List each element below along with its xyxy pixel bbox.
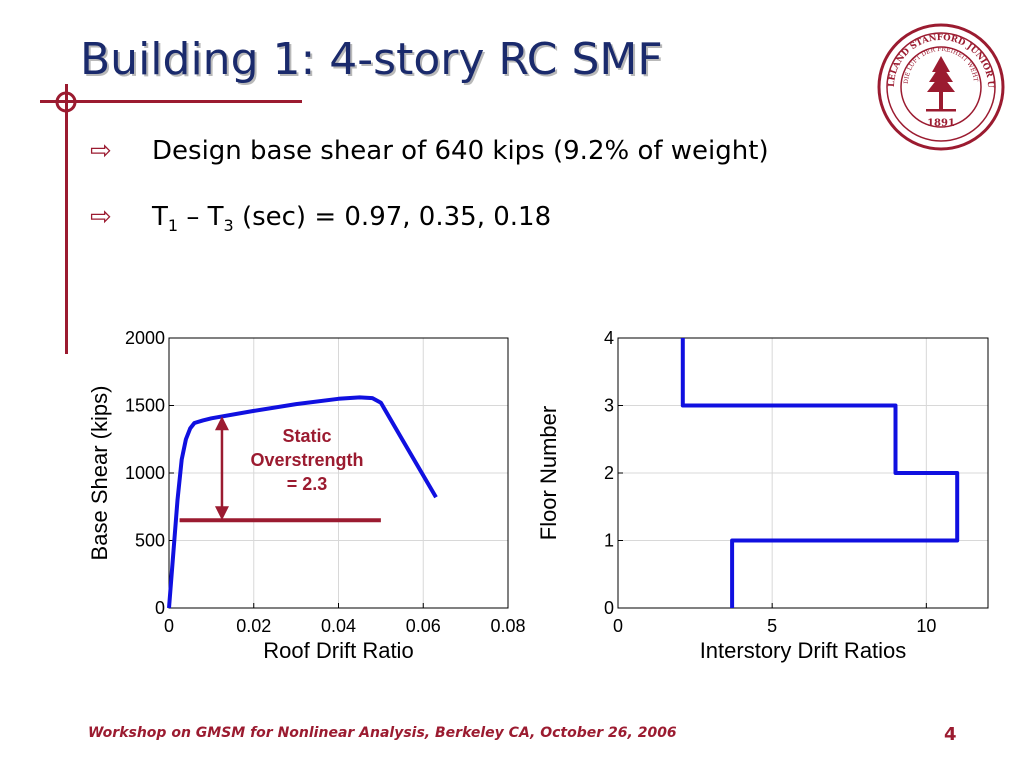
y-tick-label: 2000 [125,328,165,348]
x-tick-label: 10 [916,616,936,636]
footer-text: Workshop on GMSM for Nonlinear Analysis,… [88,725,677,741]
x-axis-label: Roof Drift Ratio [263,638,413,663]
plot-frame [168,337,509,609]
arrow-head-down [214,506,229,521]
period-sub-3: 3 [223,216,234,236]
series-line [680,338,960,608]
hollow-arrow-icon: ⇨ [90,202,112,232]
y-tick-label: 0 [155,598,165,618]
y-axis-label: Floor Number [536,406,561,540]
left-rule [65,84,68,354]
y-tick-label: 1000 [125,463,165,483]
bullet-text: Design base shear of 640 kips (9.2% of w… [152,136,769,166]
y-tick-label: 0 [604,598,614,618]
stanford-tree-icon [926,56,956,112]
x-tick-label: 0.04 [321,616,356,636]
x-tick-label: 0 [164,616,174,636]
seal-year: 1891 [927,118,955,129]
slide-title: Building 1: 4-story RC SMF [80,34,663,85]
plot-frame [617,337,989,609]
y-tick-label: 1 [604,531,614,551]
bullet-base-shear: ⇨ Design base shear of 640 kips (9.2% of … [90,136,769,166]
x-tick-label: 0.02 [236,616,271,636]
x-tick-label: 5 [767,616,777,636]
x-tick-label: 0.08 [490,616,525,636]
hollow-arrow-icon: ⇨ [90,136,112,166]
stanford-seal: LELAND STANFORD JUNIOR UNIVERSITY DIE LU… [876,22,1005,151]
drift-profile-chart: 0 5 10 0 1 2 3 4 Interstory Drift Ratios Floor Nu… [536,328,989,663]
overstrength-annotation: Static [282,426,331,446]
arrow-head-up [214,416,229,431]
y-tick-label: 3 [604,396,614,416]
x-tick-label: 0.06 [406,616,441,636]
page-number: 4 [944,724,957,745]
series-line [167,395,438,609]
bullet-periods: ⇨ T1 – T3 (sec) = 0.97, 0.35, 0.18 [90,202,551,235]
y-tick-label: 500 [135,531,165,551]
y-tick-label: 2 [604,463,614,483]
y-tick-label: 1500 [125,396,165,416]
y-tick-label: 4 [604,328,614,348]
x-axis-label: Interstory Drift Ratios [700,638,907,663]
crosshair-icon [55,91,77,113]
y-axis-label: Base Shear (kips) [87,386,112,561]
title-underline [40,100,302,103]
overstrength-annotation: Overstrength [250,450,363,470]
x-tick-label: 0 [613,616,623,636]
pushover-chart: 0 0.02 0.04 0.06 0.08 0 500 1000 1500 2000 Roof Dr… [87,328,526,663]
overstrength-annotation: = 2.3 [287,474,328,494]
period-prefix: T [152,202,168,232]
period-middle: – T [178,202,224,232]
period-sub-1: 1 [167,216,179,236]
period-suffix: (sec) = 0.97, 0.35, 0.18 [233,202,552,232]
